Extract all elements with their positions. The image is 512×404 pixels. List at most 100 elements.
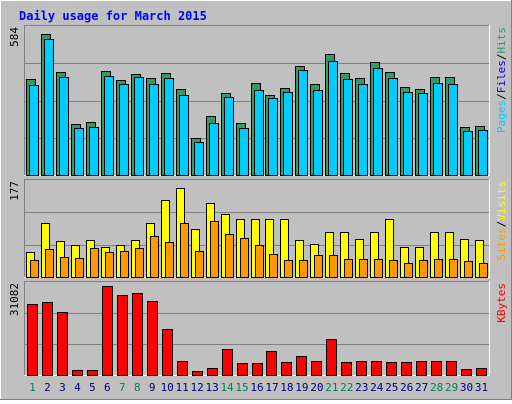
kbytes-bar	[42, 302, 53, 376]
pages-bar	[433, 83, 443, 176]
kbytes-panel-background	[24, 281, 490, 376]
x-tick-label: 3	[59, 381, 66, 394]
sites-bar	[90, 248, 99, 278]
sites-bar	[419, 260, 428, 278]
kbytes-bar	[252, 363, 263, 376]
pages-bar	[59, 77, 69, 176]
legend-label: Files	[495, 60, 508, 93]
kbytes-bar	[416, 361, 427, 376]
sites-bar	[404, 263, 413, 278]
pages-bar	[104, 76, 114, 176]
sites-bar	[314, 255, 323, 278]
pages-bar	[209, 123, 219, 176]
kbytes-bar	[132, 293, 143, 376]
bottom-max-label: 31082	[8, 283, 21, 316]
chart-title: Daily usage for March 2015	[19, 9, 207, 23]
pages-bar	[388, 78, 398, 176]
pages-bar	[119, 84, 129, 176]
x-tick-label: 14	[220, 381, 234, 394]
sites-bar	[434, 259, 443, 278]
legend-label: /	[495, 221, 508, 228]
x-tick-label: 10	[161, 381, 174, 394]
x-tick-label: 7	[119, 381, 126, 394]
x-tick-label: 6	[104, 381, 111, 394]
pages-bar	[149, 84, 159, 176]
pages-bar	[239, 128, 249, 176]
kbytes-bar	[401, 362, 412, 376]
sites-bar	[479, 263, 488, 278]
x-tick-label: 5	[89, 381, 96, 394]
kbytes-bar	[57, 312, 68, 376]
kbytes-bar	[326, 339, 337, 376]
sites-bar	[240, 238, 249, 278]
sites-bar	[60, 257, 69, 278]
x-tick-label: 19	[295, 381, 308, 394]
x-tick-label: 20	[310, 381, 323, 394]
pages-bar	[29, 85, 39, 176]
x-tick-label: 4	[74, 381, 81, 394]
pages-bar	[254, 90, 264, 176]
pages-bar	[134, 77, 144, 176]
sites-bar	[255, 245, 264, 278]
kbytes-bar	[117, 295, 128, 376]
top-max-label: 584	[8, 27, 21, 47]
pages-bar	[224, 97, 234, 176]
pages-bar	[328, 61, 338, 176]
sites-bar	[30, 260, 39, 278]
x-tick-label: 25	[385, 381, 398, 394]
kbytes-bar	[446, 361, 457, 376]
sites-bar	[359, 259, 368, 278]
kbytes-bar	[207, 368, 218, 376]
sites-bar	[374, 259, 383, 278]
pages-bar	[194, 142, 204, 176]
kbytes-bar	[461, 369, 472, 376]
pages-bar	[418, 93, 428, 176]
kbytes-bar	[222, 349, 233, 376]
kbytes-bar	[177, 361, 188, 376]
sites-bar	[329, 255, 338, 278]
sites-bar	[210, 221, 219, 278]
x-tick-label: 15	[235, 381, 248, 394]
sites-bar	[150, 236, 159, 278]
sites-bar	[449, 259, 458, 278]
sites-bar	[344, 259, 353, 278]
pages-bar	[343, 79, 353, 176]
sites-bar	[389, 260, 398, 278]
sites-bar	[195, 251, 204, 278]
pages-bar	[179, 95, 189, 176]
sites-bar	[105, 252, 114, 278]
kbytes-bar	[192, 371, 203, 376]
kbytes-bar	[162, 329, 173, 376]
top-legend: Pages/Files/Hits	[495, 27, 508, 133]
kbytes-bar	[87, 370, 98, 376]
kbytes-bar	[476, 368, 487, 376]
kbytes-bar	[27, 304, 38, 376]
sites-bar	[464, 261, 473, 278]
x-tick-label: 17	[265, 381, 278, 394]
sites-bar	[165, 242, 174, 278]
x-tick-label: 26	[400, 381, 413, 394]
pages-bar	[268, 98, 278, 176]
sites-bar	[299, 260, 308, 278]
pages-bar	[403, 92, 413, 176]
sites-bar	[120, 251, 129, 278]
x-tick-label: 8	[134, 381, 141, 394]
x-tick-label: 23	[355, 381, 368, 394]
pages-bar	[164, 78, 174, 176]
legend-label: Pages	[495, 100, 508, 133]
pages-bar	[283, 92, 293, 176]
legend-label: /	[495, 93, 508, 100]
kbytes-bar	[147, 301, 158, 376]
kbytes-bar	[341, 362, 352, 376]
pages-bar	[478, 130, 488, 176]
x-tick-label: 11	[176, 381, 189, 394]
x-tick-label: 28	[430, 381, 443, 394]
x-tick-label: 22	[340, 381, 353, 394]
kbytes-bar	[102, 286, 113, 376]
x-tick-label: 30	[460, 381, 473, 394]
x-tick-label: 16	[250, 381, 263, 394]
sites-bar	[45, 249, 54, 278]
x-tick-label: 21	[325, 381, 338, 394]
